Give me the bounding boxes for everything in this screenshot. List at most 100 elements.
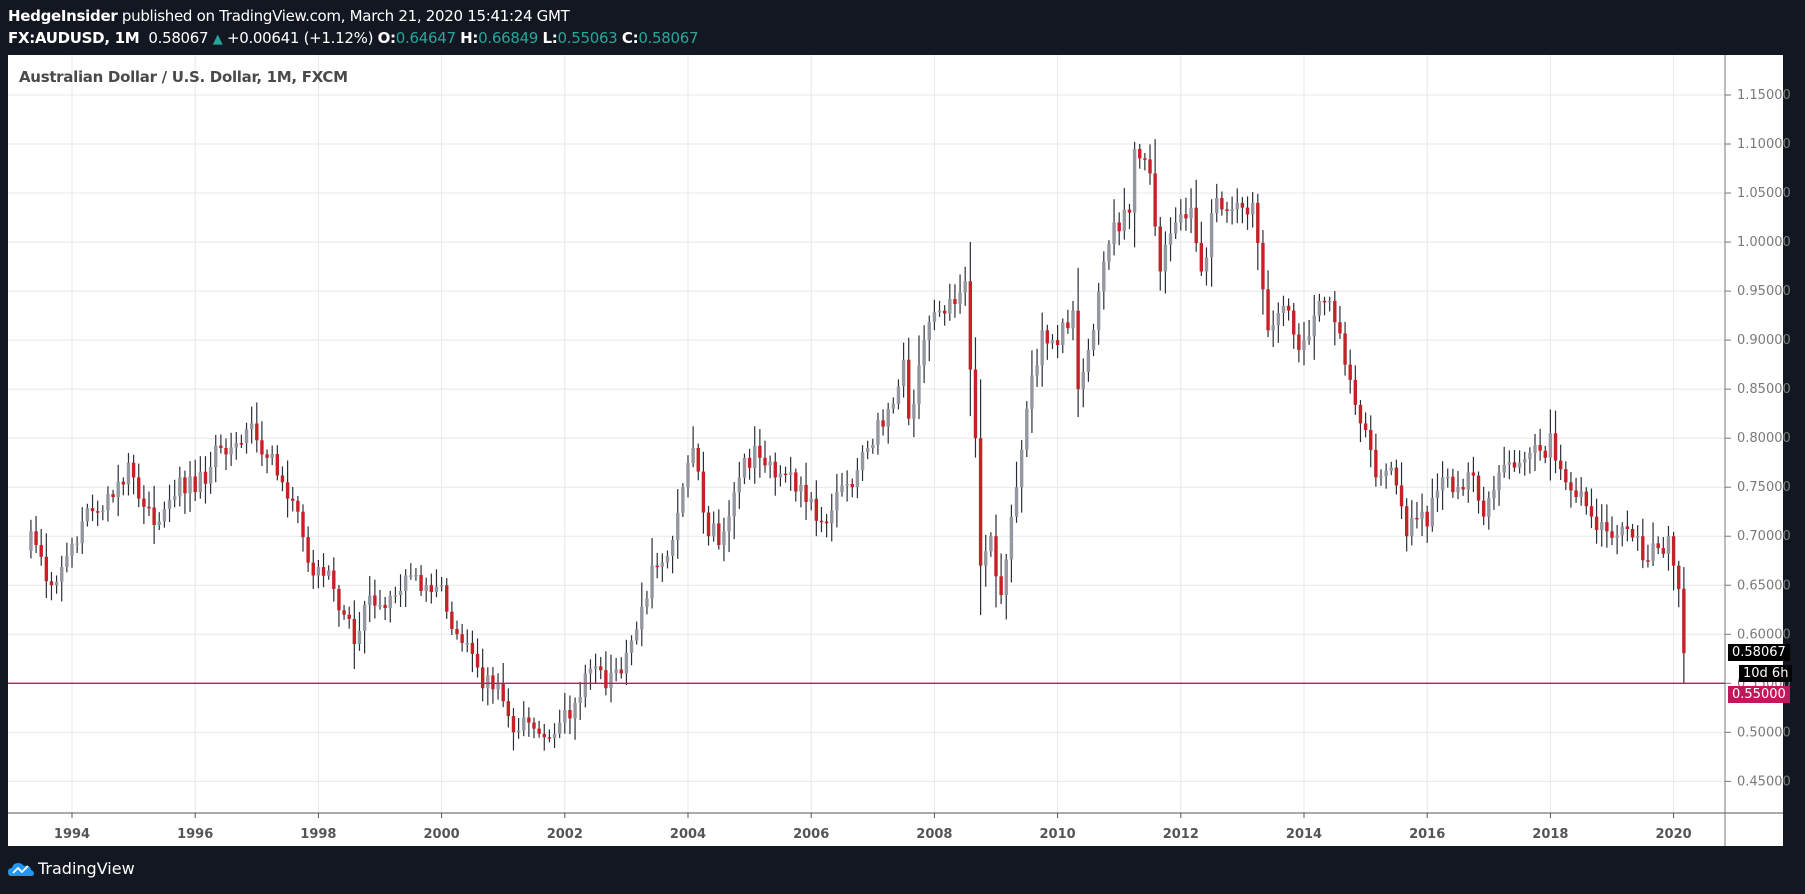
candle-up [681, 487, 685, 513]
candle-up [1086, 349, 1091, 372]
candle-down [1322, 300, 1327, 303]
candle-down [881, 420, 885, 427]
candle-down [111, 494, 115, 498]
footer: TradingView [8, 859, 135, 878]
candle-up [1600, 522, 1604, 530]
candle-down [332, 570, 336, 589]
candle-up [614, 669, 618, 673]
author-name[interactable]: HedgeInsider [8, 7, 118, 25]
candle-down [953, 299, 957, 305]
candle-up [1302, 340, 1306, 350]
candle-up [106, 494, 110, 511]
candle-up [865, 447, 870, 452]
candle-up [1384, 470, 1388, 477]
candle-down [1625, 526, 1630, 530]
price-axis-label: 1.10000 [1737, 137, 1791, 152]
candle-up [362, 604, 367, 631]
candle-up [126, 462, 131, 485]
candle-down [794, 472, 798, 492]
candle-up [593, 666, 598, 669]
candle-down [475, 653, 480, 668]
candle-down [147, 506, 151, 509]
candle-up [1466, 472, 1470, 490]
candle-down [1127, 209, 1132, 213]
candle-up [326, 570, 331, 576]
candle-up [753, 445, 757, 468]
candle-up [101, 510, 105, 512]
candle-up [1430, 498, 1435, 527]
publish-line: HedgeInsider published on TradingView.co… [8, 7, 570, 25]
price-axis-label: 1.05000 [1737, 186, 1791, 201]
candle-down [1594, 516, 1599, 530]
price-axis-label: 0.85000 [1737, 382, 1791, 397]
time-axis-label: 2020 [1656, 827, 1692, 842]
candle-up [1014, 487, 1019, 517]
candle-down [373, 595, 377, 606]
price-axis-label: 0.80000 [1737, 431, 1791, 446]
candle-up [1050, 340, 1055, 344]
candle-up [1317, 300, 1322, 316]
candle-down [49, 581, 54, 586]
candle-up [1651, 543, 1655, 561]
candle-down [480, 667, 485, 689]
candle-down [1066, 322, 1070, 329]
price-axis-label: 0.45000 [1737, 774, 1791, 789]
chart-panel[interactable] [8, 55, 1783, 846]
candle-down [1677, 565, 1681, 590]
candle-up [1276, 313, 1281, 326]
candle-up [1107, 244, 1111, 262]
candle-down [275, 454, 280, 476]
candle-down [532, 722, 536, 729]
candle-down [1138, 148, 1142, 159]
candle-up [963, 281, 967, 293]
time-axis-label: 1996 [177, 827, 213, 842]
candle-down [1558, 460, 1563, 470]
candle-down [337, 588, 341, 611]
candle-down [419, 574, 423, 591]
candle-down [121, 481, 126, 485]
candle-up [1379, 476, 1383, 478]
candle-up [1456, 487, 1460, 493]
candle-up [162, 509, 167, 522]
candle-up [660, 562, 665, 567]
candle-up [522, 717, 526, 731]
candle-down [1143, 158, 1147, 160]
candle-up [1507, 462, 1512, 465]
candle-down [265, 454, 269, 458]
candle-up [609, 672, 613, 689]
tradingview-cloud-icon[interactable] [8, 860, 34, 878]
candle-up [573, 702, 577, 719]
candle-down [824, 521, 829, 524]
candle-down [973, 369, 978, 439]
candle-down [142, 498, 146, 507]
candle-down [352, 618, 357, 645]
candle-up [1035, 365, 1039, 376]
candle-up [1420, 511, 1424, 519]
candle-down [1369, 429, 1373, 450]
candle-down [1471, 472, 1476, 476]
candle-up [1389, 467, 1393, 471]
candle-up [624, 652, 629, 674]
candle-up [516, 730, 521, 733]
candle-down [1394, 467, 1399, 486]
candle-up [167, 499, 172, 510]
candle-down [1292, 310, 1296, 335]
candle-up [157, 521, 161, 525]
candle-down [599, 666, 603, 671]
chart-title: Australian Dollar / U.S. Dollar, 1M, FXC… [19, 68, 348, 86]
footer-brand[interactable]: TradingView [38, 859, 135, 878]
candle-down [1286, 305, 1291, 311]
candle-up [1533, 445, 1537, 453]
candle-down [1641, 536, 1645, 561]
candle-down [501, 683, 505, 702]
candle-up [948, 299, 952, 314]
candle-up [357, 630, 362, 645]
candle-up [1030, 375, 1034, 409]
candle-up [75, 543, 79, 545]
candle-up [1189, 207, 1193, 219]
candle-up [1209, 213, 1214, 258]
candle-down [1240, 202, 1245, 208]
candle-down [1574, 490, 1578, 498]
candle-up [1040, 330, 1044, 366]
